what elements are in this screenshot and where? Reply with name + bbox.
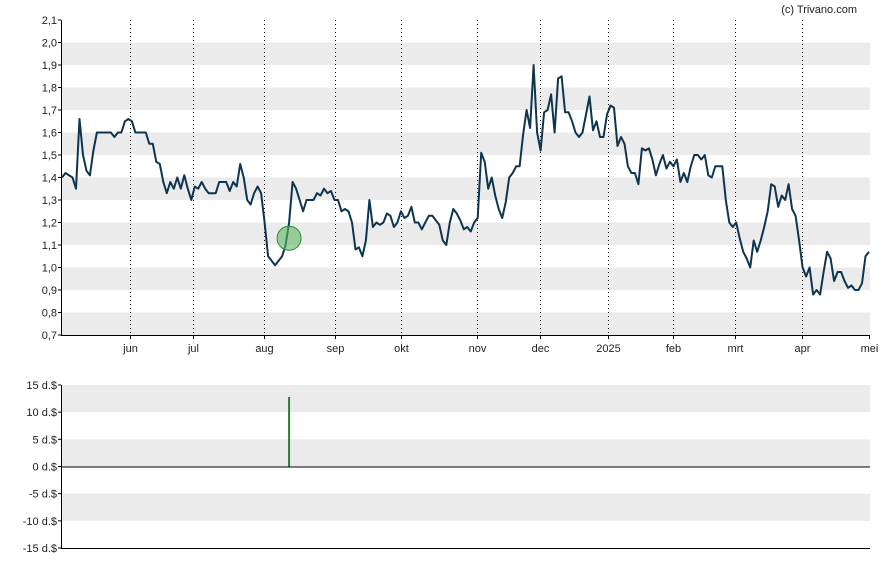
x-tick-label: mrt bbox=[728, 343, 744, 355]
x-tick-label: dec bbox=[532, 343, 550, 355]
volume-y-tick-label: -10 d.$ bbox=[23, 516, 57, 528]
price-grid-band bbox=[61, 312, 870, 335]
volume-y-tick-label: 10 d.$ bbox=[26, 407, 57, 419]
price-y-tick-label: 1,2 bbox=[42, 218, 57, 230]
event-marker bbox=[276, 225, 302, 251]
x-tick-label: jun bbox=[122, 343, 138, 355]
x-tick-label: apr bbox=[795, 343, 811, 355]
price-y-tick-label: 1,5 bbox=[42, 150, 57, 162]
price-y-tick-label: 1,8 bbox=[42, 83, 57, 95]
price-y-tick-label: 2,1 bbox=[42, 15, 57, 27]
x-tick-label: sep bbox=[327, 343, 345, 355]
x-tick-label: feb bbox=[666, 343, 681, 355]
price-y-tick-label: 1,1 bbox=[42, 240, 57, 252]
price-y-tick-label: 2,0 bbox=[42, 38, 57, 50]
x-tick-label: jul bbox=[187, 343, 199, 355]
price-grid-band bbox=[61, 177, 870, 200]
price-series-line bbox=[61, 64, 870, 296]
credit-text: (c) Trivano.com bbox=[781, 4, 857, 16]
price-grid-band bbox=[61, 267, 870, 290]
price-y-tick-label: 1,0 bbox=[42, 263, 57, 275]
price-y-tick-label: 0,9 bbox=[42, 285, 57, 297]
price-y-tick-label: 1,9 bbox=[42, 60, 57, 72]
volume-y-tick-label: 0 d.$ bbox=[33, 462, 57, 474]
x-tick-label: mei bbox=[861, 343, 879, 355]
price-y-tick-label: 1,6 bbox=[42, 128, 57, 140]
price-y-tick-label: 1,3 bbox=[42, 195, 57, 207]
volume-grid-band bbox=[61, 385, 870, 413]
price-y-tick-label: 0,7 bbox=[42, 330, 57, 342]
volume-grid-band bbox=[61, 493, 870, 521]
price-panel: 2,1 2,0 1,9 1,8 1,7 1,6 1,5 1,4 1,3 1,2 1,1 1,0 0,9 0… bbox=[42, 15, 879, 355]
volume-y-tick-label: -5 d.$ bbox=[29, 489, 57, 501]
volume-y-tick-label: 5 d.$ bbox=[33, 434, 57, 446]
price-grid-band bbox=[61, 87, 870, 110]
volume-y-tick-label: 15 d.$ bbox=[26, 380, 57, 392]
price-grid-band bbox=[61, 42, 870, 65]
volume-panel: 15 d.$ 10 d.$ 5 d.$ 0 d.$ -5 d.$ -10 d.$ -15 d… bbox=[23, 380, 870, 555]
x-tick-label: 2025 bbox=[596, 343, 620, 355]
price-y-tick-label: 1,7 bbox=[42, 105, 57, 117]
volume-y-tick-label: -15 d.$ bbox=[23, 543, 57, 555]
volume-grid-band bbox=[61, 439, 870, 467]
price-grid-band bbox=[61, 222, 870, 245]
price-y-tick-label: 1,4 bbox=[42, 173, 57, 185]
x-tick-label: nov bbox=[469, 343, 487, 355]
price-grid-band bbox=[61, 132, 870, 155]
x-tick-label: okt bbox=[394, 343, 409, 355]
price-y-tick-label: 0,8 bbox=[42, 308, 57, 320]
x-tick-label: aug bbox=[255, 343, 273, 355]
